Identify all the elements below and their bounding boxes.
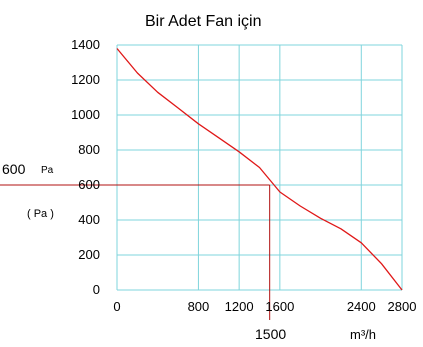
annotation-y-unit: Pa xyxy=(41,165,54,176)
y-tick-label-1200: 1200 xyxy=(71,72,100,87)
y-tick-label-600: 600 xyxy=(78,177,100,192)
curve-layer xyxy=(116,48,403,291)
x-tick-label-1600: 1600 xyxy=(265,299,294,314)
y-tick-label-0: 0 xyxy=(93,282,100,297)
x-axis-ticks: 0 800 1200 1600 2400 2800 xyxy=(113,299,416,314)
annotation-x-value: 1500 xyxy=(255,326,286,342)
operating-point-markers xyxy=(0,184,271,320)
x-tick-label-0: 0 xyxy=(113,299,120,314)
y-tick-label-1400: 1400 xyxy=(71,37,100,52)
x-tick-label-2800: 2800 xyxy=(388,299,417,314)
chart-title: Bir Adet Fan için xyxy=(145,13,262,30)
x-axis-unit-label: m³/h xyxy=(350,327,376,342)
x-tick-label-2400: 2400 xyxy=(347,299,376,314)
y-tick-label-400: 400 xyxy=(78,212,100,227)
y-tick-label-1000: 1000 xyxy=(71,107,100,122)
y-tick-label-800: 800 xyxy=(78,142,100,157)
fan-curve-line-0 xyxy=(116,48,403,291)
y-axis-ticks: 0 200 400 600 800 1000 1200 1400 xyxy=(71,37,100,297)
y-tick-label-200: 200 xyxy=(78,247,100,262)
grid-lines xyxy=(116,44,403,291)
x-tick-label-1200: 1200 xyxy=(225,299,254,314)
y-axis-unit-label: ( Pa ) xyxy=(27,208,54,220)
x-tick-label-800: 800 xyxy=(188,299,210,314)
annotation-y-value: 600 xyxy=(2,161,26,177)
